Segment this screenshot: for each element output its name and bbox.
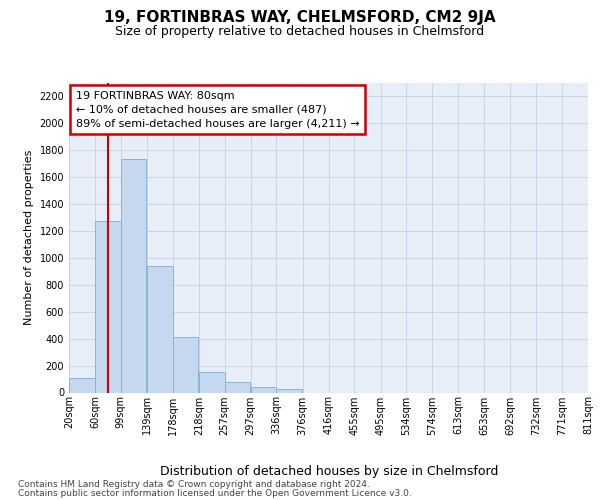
Bar bbox=[69, 378, 95, 392]
Text: 19, FORTINBRAS WAY, CHELMSFORD, CM2 9JA: 19, FORTINBRAS WAY, CHELMSFORD, CM2 9JA bbox=[104, 10, 496, 25]
Bar bbox=[95, 222, 121, 392]
Bar bbox=[277, 389, 302, 392]
Bar bbox=[173, 336, 198, 392]
Y-axis label: Number of detached properties: Number of detached properties bbox=[24, 150, 34, 325]
Text: 19 FORTINBRAS WAY: 80sqm
← 10% of detached houses are smaller (487)
89% of semi-: 19 FORTINBRAS WAY: 80sqm ← 10% of detach… bbox=[76, 90, 359, 128]
Text: Contains HM Land Registry data © Crown copyright and database right 2024.: Contains HM Land Registry data © Crown c… bbox=[18, 480, 370, 489]
Text: Size of property relative to detached houses in Chelmsford: Size of property relative to detached ho… bbox=[115, 25, 485, 38]
Bar bbox=[147, 266, 173, 392]
Bar bbox=[224, 382, 250, 392]
Bar bbox=[199, 372, 224, 392]
Text: Distribution of detached houses by size in Chelmsford: Distribution of detached houses by size … bbox=[160, 464, 498, 477]
Bar bbox=[121, 160, 146, 392]
Bar bbox=[251, 388, 277, 392]
Text: Contains public sector information licensed under the Open Government Licence v3: Contains public sector information licen… bbox=[18, 488, 412, 498]
